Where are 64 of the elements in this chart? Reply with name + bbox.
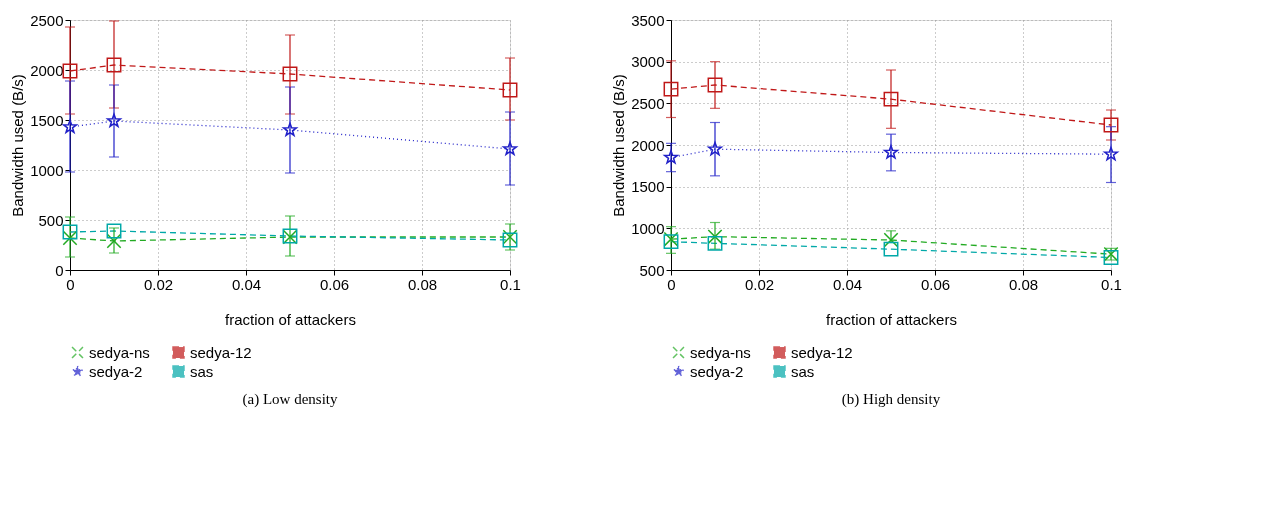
point	[707, 141, 723, 156]
point	[282, 122, 298, 137]
text: (a) Low density	[242, 391, 338, 408]
text: (b) High density	[841, 391, 941, 408]
x-tick-label: 0.06	[920, 275, 951, 293]
point	[106, 223, 122, 239]
y-tick-label: 2000	[30, 61, 64, 79]
legend-label: sas	[791, 362, 815, 380]
y-tick-label: 3000	[631, 53, 665, 71]
x-tick-label: 0.08	[1008, 275, 1039, 293]
y-axis-title: Bandwidth used (B/s)	[9, 74, 27, 217]
point	[883, 232, 899, 248]
y-tick-label: 1000	[631, 219, 665, 237]
point	[883, 91, 899, 107]
point	[883, 241, 899, 257]
point	[1103, 146, 1119, 161]
point	[663, 81, 679, 97]
point	[1103, 250, 1119, 265]
y-tick-label: 3500	[631, 11, 665, 29]
y-tick-label: 2500	[30, 11, 64, 29]
legend-label: sedya-ns	[690, 343, 751, 361]
y-tick-label: 1500	[30, 111, 64, 129]
x-axis-title: fraction of attackers	[225, 310, 356, 328]
x-tick-label: 0.1	[1101, 275, 1122, 293]
y-tick-label: 1000	[30, 161, 64, 179]
legend-label: sedya-2	[690, 362, 744, 380]
point	[707, 235, 723, 251]
x-tick-label: 0	[66, 275, 75, 293]
y-tick-label: 0	[55, 261, 64, 279]
point	[62, 119, 78, 134]
point	[106, 233, 122, 249]
point	[707, 229, 723, 245]
x-axis-title: fraction of attackers	[826, 310, 957, 328]
y-tick-label: 2000	[631, 136, 665, 154]
legend-label: sedya-2	[89, 362, 143, 380]
x-tick-label: 0	[667, 275, 676, 293]
x-tick-label: 0.1	[500, 275, 521, 293]
point	[502, 141, 518, 156]
point	[663, 150, 679, 164]
x-tick-label: 0.02	[744, 275, 775, 293]
point	[106, 57, 122, 73]
y-tick-label: 2500	[631, 94, 665, 112]
x-tick-label: 0.04	[231, 275, 262, 293]
legend-label: sedya-12	[791, 343, 853, 361]
point	[282, 66, 298, 82]
x-tick-label: 0.04	[832, 275, 863, 293]
x-tick-label: 0.02	[143, 275, 174, 293]
point	[106, 113, 122, 128]
point	[62, 63, 78, 79]
legend-label: sedya-ns	[89, 343, 150, 361]
legend-label: sas	[190, 362, 214, 380]
x-tick-label: 0.08	[407, 275, 438, 293]
legend-label: sedya-12	[190, 343, 252, 361]
y-axis-title: Bandwidth used (B/s)	[610, 74, 628, 217]
point	[62, 230, 78, 246]
point	[883, 145, 899, 159]
point	[62, 224, 78, 240]
y-tick-label: 1500	[631, 178, 665, 196]
point	[707, 77, 723, 93]
y-tick-label: 500	[38, 211, 64, 229]
y-tick-label: 500	[639, 261, 665, 279]
x-tick-label: 0.06	[319, 275, 350, 293]
point	[1103, 117, 1119, 133]
point	[502, 82, 518, 98]
